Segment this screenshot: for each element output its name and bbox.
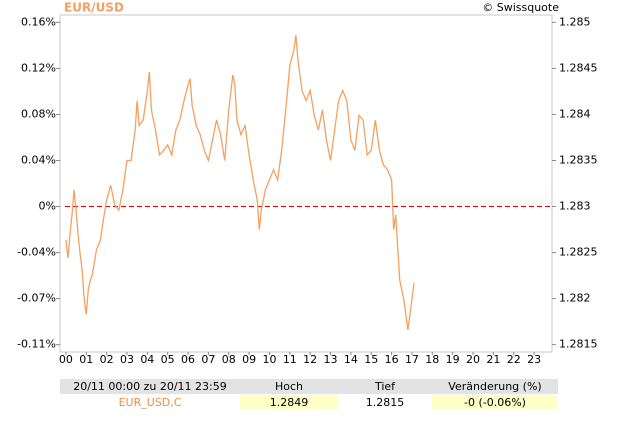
header-cell: Hoch	[274, 380, 304, 393]
plot-area	[59, 14, 553, 353]
header-cell: Veränderung (%)	[448, 380, 542, 393]
x-tick-label: 05	[161, 353, 175, 366]
x-tick-label: 13	[324, 353, 338, 366]
table: 20/11 00:00 zu 20/11 23:59 Hoch Tief Ver…	[60, 379, 558, 411]
y2-tick-label: 0.16%	[21, 15, 56, 28]
x-tick-label: 17	[405, 353, 419, 366]
y-tick-label: 1.2845	[559, 61, 598, 74]
y-tick-label: 1.283	[559, 200, 591, 213]
x-tick-label: 07	[201, 353, 215, 366]
y2-tick-label: -0.04%	[17, 246, 56, 259]
y-tick-label: 1.284	[559, 107, 591, 120]
cell: -0 (-0.06%)	[432, 395, 558, 410]
header-cell: 20/11 00:00 zu 20/11 23:59	[73, 380, 227, 393]
x-tick-label: 12	[303, 353, 317, 366]
x-tick-label: 16	[385, 353, 399, 366]
x-tick-label: 08	[222, 353, 236, 366]
cell: 1.2849	[240, 395, 338, 410]
x-tick-label: 20	[466, 353, 480, 366]
x-tick-label: 19	[446, 353, 460, 366]
x-tick-label: 21	[486, 353, 500, 366]
x-tick-label: 02	[100, 353, 114, 366]
chart-title: EUR/USD	[64, 1, 124, 15]
x-tick-label: 22	[507, 353, 521, 366]
x-tick-label: 03	[120, 353, 134, 366]
source: © Swissquote	[482, 1, 559, 14]
y-tick-label: 1.282	[559, 292, 591, 305]
y2-tick-label: 0.12%	[21, 61, 56, 74]
x-tick-label: 23	[527, 353, 541, 366]
x-tick-label: 00	[59, 353, 73, 366]
x-tick-label: 06	[181, 353, 195, 366]
y-tick-label: 1.2835	[559, 153, 598, 166]
y2-tick-label: 0%	[39, 200, 56, 213]
x-tick-label: 04	[140, 353, 154, 366]
table-row: EUR_USD,C 1.2849 1.2815 -0 (-0.06%)	[60, 395, 558, 410]
cell: 1.2815	[365, 396, 405, 409]
x-tick-label: 11	[283, 353, 297, 366]
y2-tick-label: 0.08%	[21, 107, 56, 120]
x-tick-label: 15	[364, 353, 378, 366]
table-header: 20/11 00:00 zu 20/11 23:59 Hoch Tief Ver…	[60, 379, 558, 394]
y-tick-label: 1.2815	[559, 338, 598, 351]
y-tick-label: 1.285	[559, 15, 591, 28]
cell: EUR_USD,C	[118, 396, 182, 409]
x-tick-label: 14	[344, 353, 358, 366]
x-tick-label: 01	[79, 353, 93, 366]
chart: EUR/USD © Swissquote 1.285 1.2845 1.284 1.2…	[17, 1, 598, 367]
header-cell: Tief	[374, 380, 396, 393]
x-tick-label: 09	[242, 353, 256, 366]
y2-tick-label: -0.07%	[17, 292, 56, 305]
y2-tick-label: -0.11%	[17, 338, 56, 351]
y2-tick-label: 0.04%	[21, 153, 56, 166]
x-tick-label: 18	[425, 353, 439, 366]
price-line	[65, 35, 415, 330]
x-tick-label: 10	[262, 353, 276, 366]
y-tick-label: 1.2825	[559, 246, 598, 259]
